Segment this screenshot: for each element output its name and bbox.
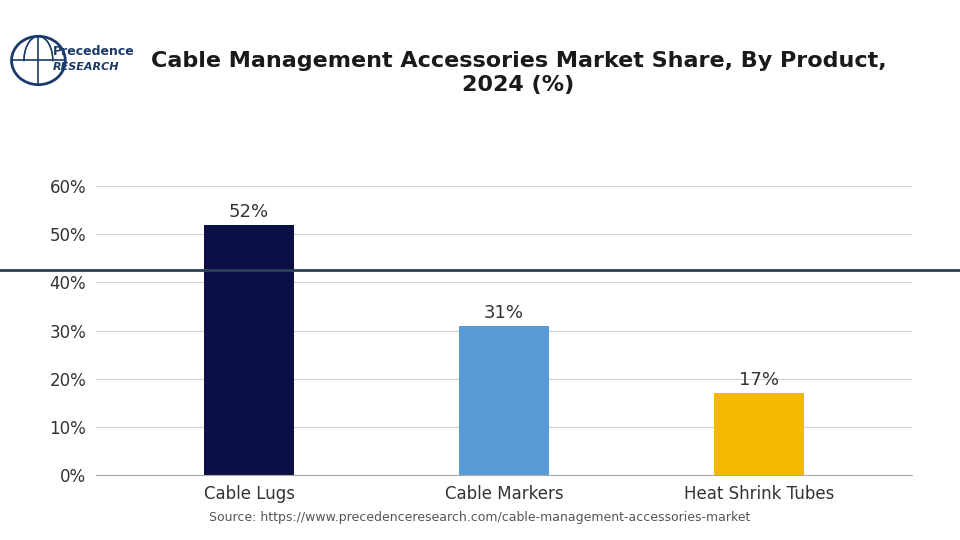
Text: Source: https://www.precedenceresearch.com/cable-management-accessories-market: Source: https://www.precedenceresearch.c…: [209, 511, 751, 524]
Bar: [204, 225, 294, 475]
Text: 52%: 52%: [228, 203, 269, 221]
Text: 31%: 31%: [484, 304, 524, 322]
Text: RESEARCH: RESEARCH: [53, 63, 119, 72]
Text: Precedence: Precedence: [53, 45, 134, 58]
Text: Cable Management Accessories Market Share, By Product,
2024 (%): Cable Management Accessories Market Shar…: [151, 51, 886, 94]
Bar: [460, 326, 548, 475]
Text: 17%: 17%: [739, 372, 779, 389]
Bar: [714, 393, 804, 475]
